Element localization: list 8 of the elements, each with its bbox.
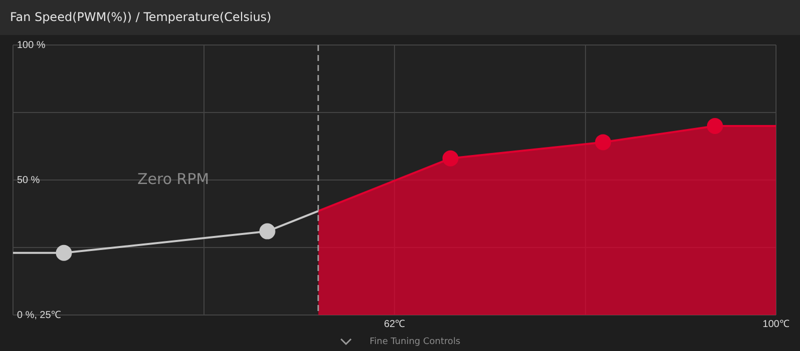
y-tick-label: 100 % <box>17 40 46 51</box>
x-tick-label: 100℃ <box>762 318 790 330</box>
annotation: Zero RPM <box>137 170 210 188</box>
chart-title: Fan Speed(PWM(%)) / Temperature(Celsius) <box>0 0 800 35</box>
x-tick-label: 62℃ <box>384 318 406 330</box>
text: Fine Tuning Controls <box>370 337 460 347</box>
y-tick-label: 50 % <box>17 174 40 186</box>
y-tick-label: 0 %, 25℃ <box>17 310 61 321</box>
